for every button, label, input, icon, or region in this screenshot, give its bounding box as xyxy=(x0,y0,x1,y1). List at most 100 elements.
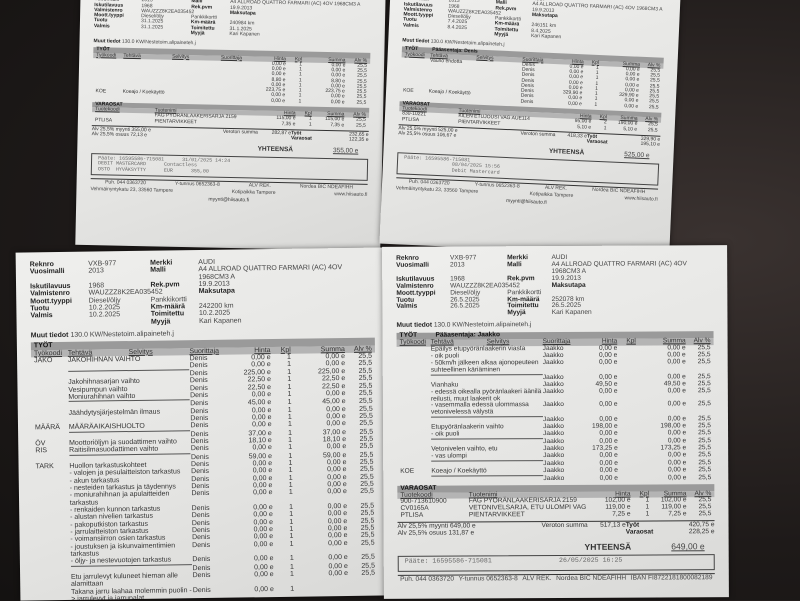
muut-label: Muut tiedot xyxy=(93,38,120,45)
performer xyxy=(220,97,253,103)
vat-percent xyxy=(348,584,375,599)
vuosimalli-value: 2013 xyxy=(88,267,150,283)
price: 0,00 e xyxy=(581,475,618,482)
vat-share: Alv 25,5% osuus 131,87 e xyxy=(398,530,475,537)
quantity: 1 xyxy=(272,489,292,504)
performer: Jaakko xyxy=(543,476,580,483)
footer-address: Vehmäinyntykatu 23, 33560 Tampere xyxy=(396,186,479,195)
work-code xyxy=(95,95,122,101)
footer-alv: ALV REK. xyxy=(545,186,567,192)
tyot-title: TYÖT xyxy=(34,343,53,350)
work-code xyxy=(36,492,70,507)
work-code xyxy=(400,389,431,403)
performer: Denis xyxy=(191,490,232,505)
vat-percent: 25,5 xyxy=(686,475,711,482)
sum: 0,00 e xyxy=(293,488,347,503)
performer: Jaakko xyxy=(543,388,580,402)
myyja-label: Myyjä xyxy=(151,318,199,326)
work-code xyxy=(37,589,71,601)
veroton-summa-value: 282,87 e xyxy=(258,130,291,141)
quantity: 1 xyxy=(274,571,294,586)
footer-email: myynti@hiisauto.fi xyxy=(506,198,547,206)
malli-label: Malli xyxy=(150,266,198,281)
performer: Denis xyxy=(520,99,551,106)
vat-percent: 25,5 xyxy=(348,539,375,554)
sum: 0,00 e xyxy=(636,402,686,417)
price: 0,00 e xyxy=(233,586,274,601)
performer: Denis xyxy=(193,586,234,600)
price: 7,25 e xyxy=(593,512,630,519)
product-code: PTLISA xyxy=(402,117,458,125)
footer-email: myynti@hiisauto.fi xyxy=(208,197,249,204)
footer-iban: IBAN FI8722181800082189 xyxy=(631,575,713,582)
footer-address: Vehmäinyntykatu 23, 33560 Tampere xyxy=(90,187,173,194)
quantity xyxy=(617,359,636,374)
malli-label: Malli xyxy=(507,262,551,276)
vat-percent: 25,5 xyxy=(637,127,658,133)
footer-puh: Puh. 044 0363720 xyxy=(105,180,146,186)
muut-value: 130.0 KW/Nestetoim.alipaineteh.j xyxy=(122,39,196,47)
footer-bank: Nordea BIC NDEAFIHH xyxy=(592,188,645,196)
sum: 0,00 e xyxy=(597,102,638,109)
price: 0,00 e xyxy=(580,402,617,417)
product-name: PIENTARVIKKEET xyxy=(469,512,593,520)
quantity: 1 xyxy=(285,99,301,105)
work-description: - joustuksen ja iskunvaimentimien tarkas… xyxy=(70,542,192,558)
vat-share: Alv 25,5% osuus 106,67 e xyxy=(398,130,456,139)
work-code xyxy=(400,454,431,462)
muut-value: 130.0 KW/Nestetoim.alipaineteh.j xyxy=(434,321,532,329)
vat-percent: 25,5 xyxy=(345,100,367,106)
footer-ytunnus: Y-tunnus 0652363-8 xyxy=(175,182,220,188)
price: 7,35 e xyxy=(263,121,296,127)
work-description xyxy=(122,95,220,102)
quantity: 1 xyxy=(591,125,607,131)
vat-percent: 25,5 xyxy=(686,402,711,417)
price: 5,10 e xyxy=(560,124,591,131)
work-code: KOE xyxy=(400,468,431,476)
muut-label: Muut tiedot xyxy=(396,322,432,329)
work-description: - moniurahihnan ja apulaitteiden tarkast… xyxy=(70,490,192,506)
work-code xyxy=(400,432,431,440)
quantity: 1 xyxy=(631,512,650,519)
malli-value: A4 ALLROAD QUATTRO FARMARI (AC) 4OV 1968… xyxy=(551,261,713,276)
sum: 5,10 e xyxy=(606,126,637,133)
vuosimalli-label: Vuosimalli xyxy=(396,262,450,276)
footer-ytunnus: Y-tunnus 0652363-8 xyxy=(459,576,518,583)
veroton-summa-value: 418,33 e xyxy=(555,133,587,145)
sum: 7,25 e xyxy=(649,512,686,519)
varaosat-total-label: Varaosat xyxy=(587,138,608,145)
veroton-summa-value: 517,13 e xyxy=(588,523,626,537)
price: 0,00 e xyxy=(233,541,274,556)
sum: 0,00 e xyxy=(637,475,687,482)
quantity xyxy=(618,467,637,475)
veroton-summa-label: Veroton summa xyxy=(188,129,257,141)
yhteensa-label: YHTEENSÄ xyxy=(258,147,294,155)
work-code xyxy=(37,544,71,559)
quantity: 1 xyxy=(295,122,311,128)
myyja-value: Kari Kapanen xyxy=(552,310,714,318)
price: 0,00 e xyxy=(232,489,273,504)
yhteensa-value: 649,00 e xyxy=(671,542,704,551)
work-description: Takana jarru laahaa molemmin puolin -> j… xyxy=(71,587,193,601)
varaosat-total-label: Varaosat xyxy=(291,135,312,141)
varaosat-title: VARAOSAT xyxy=(400,484,436,491)
vat-percent: 25,5 xyxy=(347,488,374,503)
vat-percent: 25,5 xyxy=(344,123,366,129)
sum xyxy=(294,585,348,600)
price: 0,00 e xyxy=(551,100,582,107)
yhteensa-label: YHTEENSÄ xyxy=(549,149,585,157)
work-code xyxy=(400,476,431,483)
quantity: 1 xyxy=(271,391,291,400)
sum: 0,00 e xyxy=(301,99,344,105)
footer-bank: Nordea BIC NDEAFIHH xyxy=(300,184,353,190)
muut-tiedot: Muut tiedot 130.0 KW/Nestetoim.alipainet… xyxy=(396,321,713,330)
quantity xyxy=(618,475,637,482)
footer-alv: ALV REK. xyxy=(522,576,551,583)
footer-kotipaikka: Kotipaikka Tampere xyxy=(232,190,276,196)
